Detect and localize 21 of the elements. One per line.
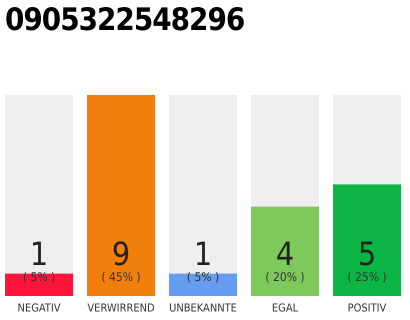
annotation: ( 20% ) xyxy=(265,270,305,284)
x-tick-label: UNBEKANNTE xyxy=(169,302,237,314)
bar xyxy=(250,206,320,296)
x-tick-label: VERWIRREND xyxy=(87,302,155,314)
data-label: 1 xyxy=(194,235,212,273)
annotation: ( 5% ) xyxy=(22,270,56,284)
x-tick-label: NEGATIV xyxy=(18,302,61,314)
data-label: 1 xyxy=(30,235,48,273)
annotation: ( 45% ) xyxy=(101,270,141,284)
x-tick-label: EGAL xyxy=(272,302,299,314)
x-tick-label: POSITIV xyxy=(348,302,387,314)
bar xyxy=(5,274,74,296)
data-label: 5 xyxy=(358,235,376,273)
annotation: ( 5% ) xyxy=(186,270,220,284)
data-label: 9 xyxy=(112,235,130,273)
annotation: ( 25% ) xyxy=(347,270,387,284)
bar xyxy=(332,184,401,296)
chart-title: 0905322548296 xyxy=(5,2,244,38)
bar xyxy=(86,95,156,296)
data-label: 4 xyxy=(276,235,294,273)
bar xyxy=(168,274,238,296)
